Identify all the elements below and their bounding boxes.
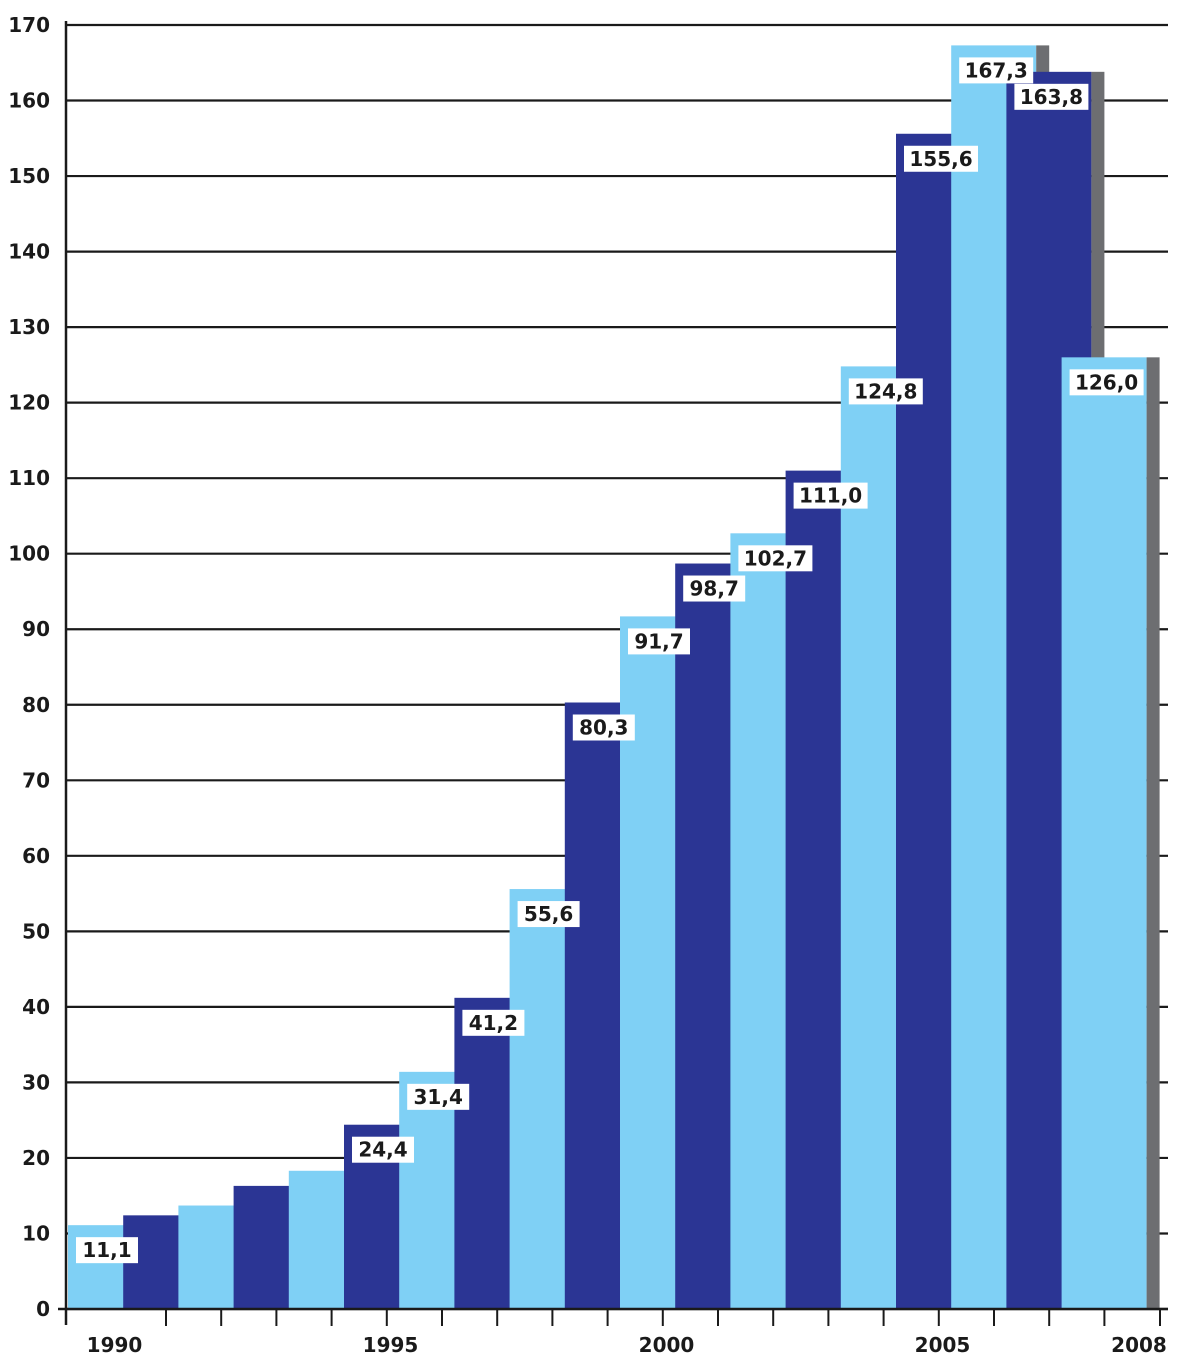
data-label-2003: 111,0 [799, 484, 862, 508]
x-tick-label-2000: 2000 [639, 1333, 695, 1357]
y-tick-label-80: 80 [22, 693, 50, 717]
bar-shadow-2008 [1146, 357, 1160, 1309]
y-tick-label-150: 150 [8, 164, 50, 188]
data-label-box-1990 [76, 1237, 138, 1264]
bar-2008 [1061, 357, 1147, 1309]
axes: 0 10 20 30 40 50 60 70 80 90 100 110 120 130 140 150 160… [8, 13, 1168, 1357]
data-label-1998: 55,6 [524, 902, 573, 926]
bars [68, 45, 1160, 1310]
data-label-box-1995 [352, 1136, 414, 1163]
data-label-2000: 91,7 [634, 629, 683, 653]
data-label-box-2007 [1014, 83, 1089, 110]
x-tick-label-2005: 2005 [915, 1333, 971, 1357]
data-label-box-1996 [407, 1083, 470, 1110]
y-tick-label-0: 0 [36, 1297, 50, 1321]
data-label-2004: 124,8 [854, 379, 917, 403]
y-tick-label-60: 60 [22, 844, 50, 868]
data-label-box-1998 [517, 901, 580, 928]
data-label-box-2001 [683, 575, 746, 602]
data-label-box-2002 [738, 545, 813, 572]
y-tick-label-50: 50 [22, 919, 50, 943]
data-label-box-1999 [572, 714, 635, 741]
y-tick-label-30: 30 [22, 1070, 50, 1094]
data-label-2006: 167,3 [965, 58, 1028, 82]
x-tick-label-1990: 1990 [87, 1333, 143, 1357]
data-label-1990: 11,1 [82, 1238, 131, 1262]
x-tick-label-1995: 1995 [363, 1333, 419, 1357]
y-tick-label-100: 100 [8, 542, 50, 566]
data-label-1999: 80,3 [579, 715, 628, 739]
x-tick-label-2008: 2008 [1111, 1333, 1167, 1357]
data-label-1995: 24,4 [358, 1138, 407, 1162]
data-label-box-2005 [904, 145, 978, 172]
y-tick-label-20: 20 [22, 1146, 50, 1170]
data-label-1997: 41,2 [469, 1011, 518, 1035]
data-label-box-2003 [793, 482, 868, 509]
y-tick-label-160: 160 [8, 89, 50, 113]
data-label-box-2008 [1069, 369, 1144, 396]
data-label-box-2006 [959, 57, 1034, 84]
data-label-box-2000 [628, 628, 690, 655]
data-label-2008: 126,0 [1075, 370, 1138, 394]
data-label-1996: 31,4 [414, 1085, 463, 1109]
y-tick-label-90: 90 [22, 617, 50, 641]
y-tick-label-70: 70 [22, 768, 50, 792]
data-label-2007: 163,8 [1020, 85, 1083, 109]
y-tick-label-110: 110 [8, 466, 50, 490]
data-label-2001: 98,7 [690, 577, 739, 601]
data-label-2002: 102,7 [744, 546, 807, 570]
y-tick-label-40: 40 [22, 995, 50, 1019]
data-label-box-2004 [848, 378, 923, 405]
data-label-2005: 155,6 [909, 147, 972, 171]
y-tick-label-10: 10 [22, 1221, 50, 1245]
y-tick-label-130: 130 [8, 315, 50, 339]
y-tick-label-120: 120 [8, 391, 50, 415]
y-tick-label-170: 170 [8, 13, 50, 37]
data-label-box-1997 [462, 1009, 525, 1036]
y-tick-label-140: 140 [8, 240, 50, 264]
